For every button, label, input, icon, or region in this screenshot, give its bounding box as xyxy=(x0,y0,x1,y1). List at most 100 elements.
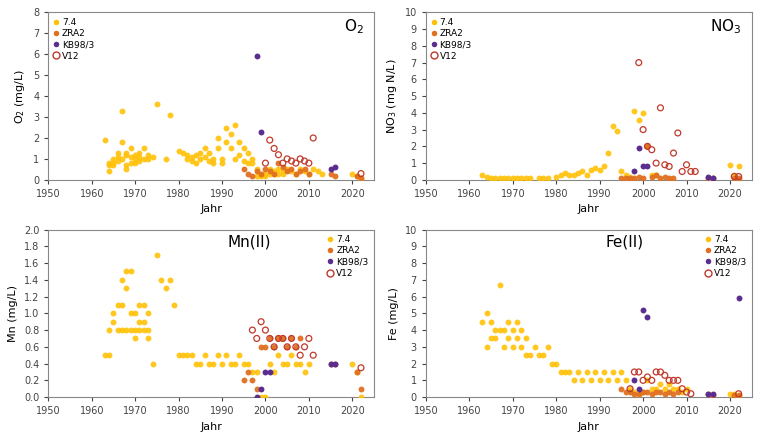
Point xyxy=(629,368,641,375)
Point xyxy=(264,170,276,177)
Point xyxy=(103,161,116,169)
Point xyxy=(251,172,263,179)
Point xyxy=(489,175,502,182)
Point xyxy=(238,158,250,165)
Point xyxy=(246,368,258,375)
Point xyxy=(277,335,289,342)
Point xyxy=(259,160,271,167)
Point xyxy=(147,360,159,367)
Point xyxy=(632,59,644,66)
Point xyxy=(667,150,679,157)
Point xyxy=(585,166,597,173)
Point xyxy=(207,155,220,162)
Point xyxy=(676,385,689,392)
Point xyxy=(637,126,649,133)
Point xyxy=(654,175,667,182)
Point xyxy=(498,326,510,334)
Point xyxy=(702,390,714,397)
Point xyxy=(624,385,636,392)
Point xyxy=(355,364,367,371)
Point xyxy=(672,129,684,136)
Point xyxy=(676,389,689,396)
Point xyxy=(707,392,719,399)
Point xyxy=(277,335,289,342)
Point xyxy=(255,343,268,350)
Point xyxy=(294,168,306,175)
Point xyxy=(667,175,679,182)
Point xyxy=(325,166,337,173)
Point xyxy=(272,335,284,342)
Y-axis label: Mn (mg/L): Mn (mg/L) xyxy=(8,285,18,342)
Point xyxy=(125,145,137,152)
Point xyxy=(286,335,298,342)
Point xyxy=(251,168,263,175)
Point xyxy=(268,343,280,350)
Point xyxy=(125,326,137,334)
Point xyxy=(150,101,163,108)
Point xyxy=(672,385,684,392)
Legend: 7.4, ZRA2, KB98/3, V12: 7.4, ZRA2, KB98/3, V12 xyxy=(326,233,370,279)
Point xyxy=(624,173,636,180)
Point xyxy=(259,170,271,177)
Point xyxy=(619,171,632,178)
Point xyxy=(103,160,116,167)
Point xyxy=(646,173,658,180)
Point xyxy=(637,175,649,182)
Point xyxy=(246,377,258,384)
X-axis label: Jahr: Jahr xyxy=(578,205,600,214)
Point xyxy=(650,385,662,392)
Point xyxy=(680,385,692,392)
Point xyxy=(498,343,510,350)
Point xyxy=(629,108,641,115)
Point xyxy=(246,326,258,334)
Point xyxy=(659,385,671,392)
Point xyxy=(251,393,263,400)
Point xyxy=(259,166,271,173)
X-axis label: Jahr: Jahr xyxy=(200,422,222,432)
Point xyxy=(264,360,276,367)
Point xyxy=(724,161,736,169)
Point xyxy=(277,164,289,171)
Point xyxy=(632,116,644,123)
Point xyxy=(129,326,141,334)
Point xyxy=(251,166,263,173)
Point xyxy=(220,352,233,359)
Point xyxy=(103,326,116,334)
Point xyxy=(277,360,289,367)
Point xyxy=(216,360,228,367)
Point xyxy=(134,318,146,325)
Point xyxy=(112,158,124,165)
Point xyxy=(480,173,492,180)
Point xyxy=(507,175,519,182)
Point xyxy=(602,377,614,384)
Point xyxy=(637,389,649,396)
Point xyxy=(177,352,189,359)
Point xyxy=(624,389,636,396)
Point xyxy=(581,171,593,178)
Point xyxy=(112,326,124,334)
Point xyxy=(624,385,636,392)
Point xyxy=(255,393,268,400)
Point xyxy=(290,343,302,350)
Point xyxy=(207,360,220,367)
Point xyxy=(259,172,271,179)
Point xyxy=(632,385,644,392)
Point xyxy=(555,368,567,375)
Point xyxy=(572,368,584,375)
Point xyxy=(120,326,132,334)
Point xyxy=(728,175,740,182)
Point xyxy=(515,175,527,182)
Point xyxy=(312,168,324,175)
Point xyxy=(142,326,154,334)
Point xyxy=(173,352,185,359)
Point xyxy=(281,360,293,367)
Text: O$_2$: O$_2$ xyxy=(344,17,364,36)
Point xyxy=(294,360,306,367)
Point xyxy=(238,145,250,152)
Point xyxy=(641,163,654,170)
Point xyxy=(233,151,245,158)
Point xyxy=(195,155,207,162)
Point xyxy=(138,326,150,334)
Point xyxy=(134,153,146,160)
Point xyxy=(629,377,641,384)
